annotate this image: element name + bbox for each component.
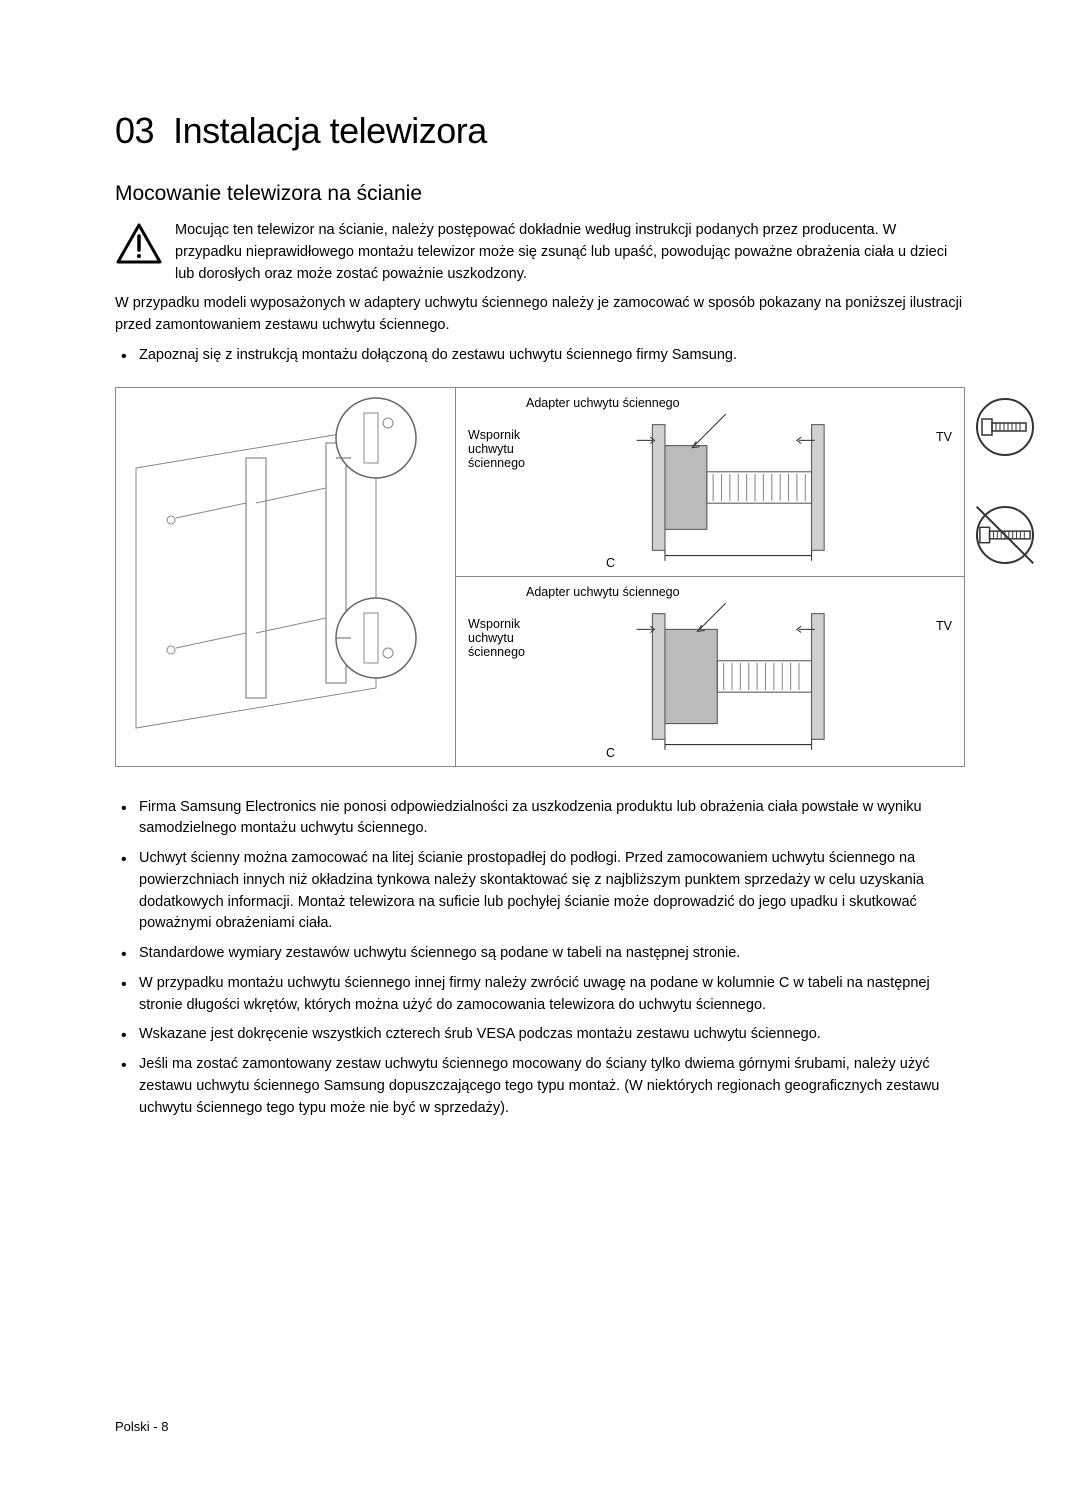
diagram-detail-bottom: Adapter uchwytu ściennego Wspornik uchwy… xyxy=(456,577,964,766)
list-item: Wskazane jest dokręcenie wszystkich czte… xyxy=(139,1024,965,1046)
footer-page: 8 xyxy=(161,1419,168,1434)
subsection-title: Mocowanie telewizora na ścianie xyxy=(115,182,965,206)
intro-paragraph: W przypadku modeli wyposażonych w adapte… xyxy=(115,293,965,337)
installation-diagram: Adapter uchwytu ściennego Wspornik uchwy… xyxy=(115,387,965,767)
section-title: 03 Instalacja telewizora xyxy=(115,110,965,152)
warning-block: Mocując ten telewizor na ścianie, należy… xyxy=(115,220,965,285)
list-item: Standardowe wymiary zestawów uchwytu ści… xyxy=(139,943,965,965)
screw-ok-icon xyxy=(976,398,1034,456)
screw-bad-icon xyxy=(976,506,1034,564)
list-item: Uchwyt ścienny można zamocować na litej … xyxy=(139,848,965,935)
list-item: Jeśli ma zostać zamontowany zestaw uchwy… xyxy=(139,1054,965,1119)
main-bullet-list: Firma Samsung Electronics nie ponosi odp… xyxy=(115,797,965,1120)
footer-language: Polski xyxy=(115,1419,150,1434)
section-title-text: Instalacja telewizora xyxy=(173,110,487,151)
section-number: 03 xyxy=(115,110,154,151)
first-bullet-list: Zapoznaj się z instrukcją montażu dołącz… xyxy=(115,345,965,367)
list-item: Zapoznaj się z instrukcją montażu dołącz… xyxy=(139,345,965,367)
diagram-detail-top: Adapter uchwytu ściennego Wspornik uchwy… xyxy=(456,388,964,578)
screw-length-icons xyxy=(976,398,1034,564)
warning-text: Mocując ten telewizor na ścianie, należy… xyxy=(175,220,965,285)
page-footer: Polski - 8 xyxy=(115,1419,168,1434)
diagram-detail-panels: Adapter uchwytu ściennego Wspornik uchwy… xyxy=(456,388,964,766)
list-item: Firma Samsung Electronics nie ponosi odp… xyxy=(139,797,965,841)
list-item: W przypadku montażu uchwytu ściennego in… xyxy=(139,973,965,1017)
diagram-tv-panel xyxy=(116,388,456,766)
warning-icon xyxy=(115,222,163,271)
